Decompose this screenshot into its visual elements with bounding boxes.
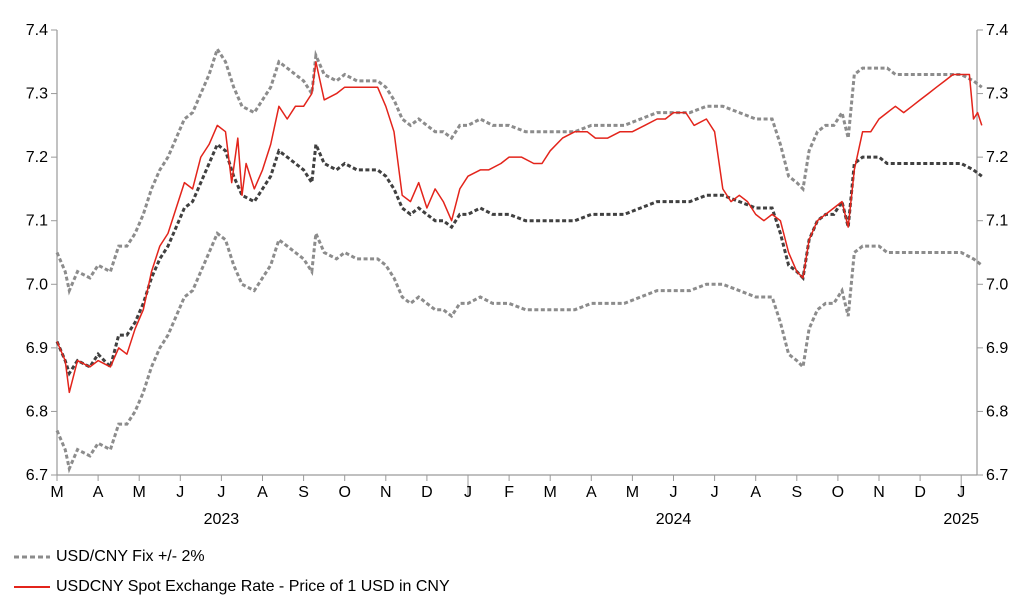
y-tick-label-right: 7.3 [986, 86, 1008, 103]
legend-band: USD/CNY Fix +/- 2% [14, 548, 205, 566]
legend-band-label: USD/CNY Fix +/- 2% [56, 548, 205, 565]
x-tick-label: M [133, 484, 146, 501]
y-axis-left: 6.7 6.8 6.9 7.0 7.1 7.2 7.3 7.4 [26, 22, 57, 484]
y-tick-label-left: 7.3 [26, 86, 48, 103]
y-tick-label-left: 7.4 [26, 22, 48, 39]
x-tick-label: M [544, 484, 557, 501]
legend-band-swatch [14, 555, 50, 559]
series-layer [55, 45, 983, 474]
x-tick-label: S [298, 484, 309, 501]
x-tick-label: D [914, 484, 926, 501]
y-tick-label-right: 6.8 [986, 403, 1008, 420]
x-year-label: 2024 [656, 511, 692, 528]
x-tick-label: J [957, 484, 965, 501]
y-tick-label-left: 6.8 [26, 403, 48, 420]
y-tick-label-left: 6.9 [26, 340, 48, 357]
x-tick-label: J [670, 484, 678, 501]
x-year-label: 2023 [204, 511, 240, 528]
x-tick-label: J [711, 484, 719, 501]
legend-spot-label: USDCNY Spot Exchange Rate - Price of 1 U… [56, 578, 450, 595]
line-chart: 6.7 6.8 6.9 7.0 7.1 7.2 7.3 7.4 6.7 6.8 6.9 7.0 7.1… [26, 22, 1009, 528]
x-tick-label: N [380, 484, 392, 501]
x-tick-label: A [257, 484, 268, 501]
y-tick-label-left: 7.0 [26, 276, 48, 293]
y-tick-label-right: 7.1 [986, 213, 1008, 230]
x-tick-label: M [626, 484, 639, 501]
y-tick-label-right: 7.2 [986, 149, 1008, 166]
y-tick-label-right: 7.0 [986, 276, 1008, 293]
series-lower-band-line [55, 227, 983, 474]
y-tick-label-right: 6.7 [986, 467, 1008, 484]
y-tick-label-left: 7.2 [26, 149, 48, 166]
x-tick-label: J [217, 484, 225, 501]
x-tick-label: J [176, 484, 184, 501]
x-tick-label: D [421, 484, 433, 501]
x-tick-label: O [338, 484, 350, 501]
legend-spot-swatch [14, 586, 50, 588]
x-tick-label: A [750, 484, 761, 501]
x-tick-label: S [791, 484, 802, 501]
x-tick-label: J [464, 484, 472, 501]
y-tick-label-right: 7.4 [986, 22, 1008, 39]
x-axis: M A M J J A S O N D J F M A M J J A S O N D J 2023 2024 2025 [50, 475, 979, 528]
x-year-label: 2025 [943, 511, 979, 528]
series-spot-line [56, 61, 983, 394]
y-tick-label-left: 7.1 [26, 213, 48, 230]
series-fix-line [55, 138, 983, 377]
y-axis-right: 6.7 6.8 6.9 7.0 7.1 7.2 7.3 7.4 [977, 22, 1008, 484]
x-tick-label: M [50, 484, 63, 501]
series-upper-band-line [55, 45, 983, 296]
x-tick-label: N [873, 484, 885, 501]
x-tick-label: F [504, 484, 514, 501]
y-tick-label-right: 6.9 [986, 340, 1008, 357]
x-tick-label: A [586, 484, 597, 501]
x-tick-label: A [93, 484, 104, 501]
plot-frame [56, 30, 978, 476]
y-tick-label-left: 6.7 [26, 467, 48, 484]
x-tick-label: O [832, 484, 844, 501]
legend-spot: USDCNY Spot Exchange Rate - Price of 1 U… [14, 578, 450, 596]
